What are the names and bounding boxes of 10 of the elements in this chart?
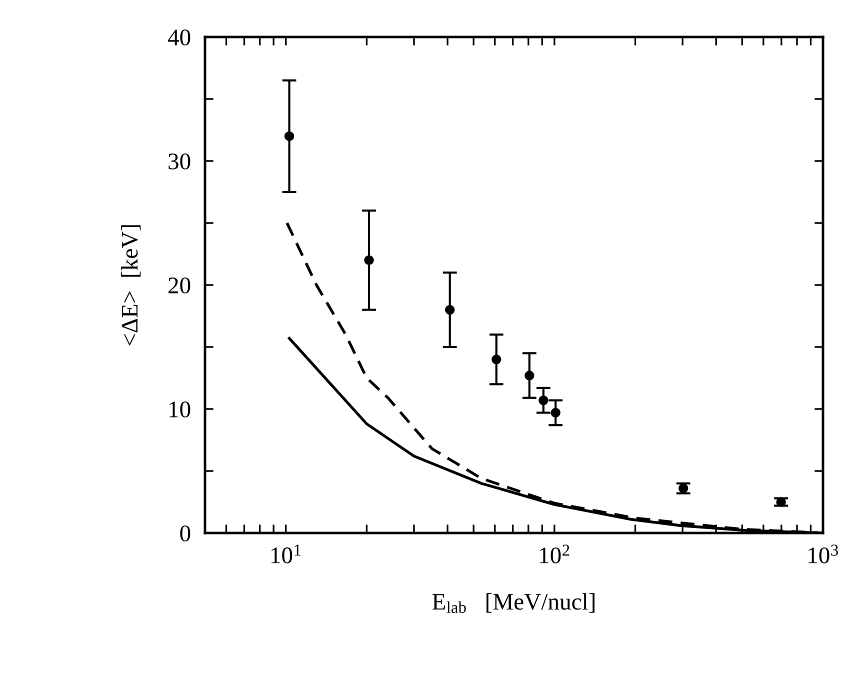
text: E$_{lab}$ [MeV/nucl] [432, 593, 594, 613]
y-tick-label: 20 [168, 277, 190, 294]
y-tick-label: 10 [170, 401, 190, 418]
x-tick-label: 10$^{2}$ [540, 544, 570, 564]
x-tick-label: 10$^{3}$ [808, 544, 838, 564]
x-tick-label: 10$^{1}$ [272, 544, 301, 564]
y-axis-title: <ΔE> [keV] [121, 225, 141, 346]
y-tick-label: 40 [168, 29, 190, 46]
y-tick-label: 0 [180, 525, 190, 542]
y-tick-label: 30 [168, 153, 190, 170]
